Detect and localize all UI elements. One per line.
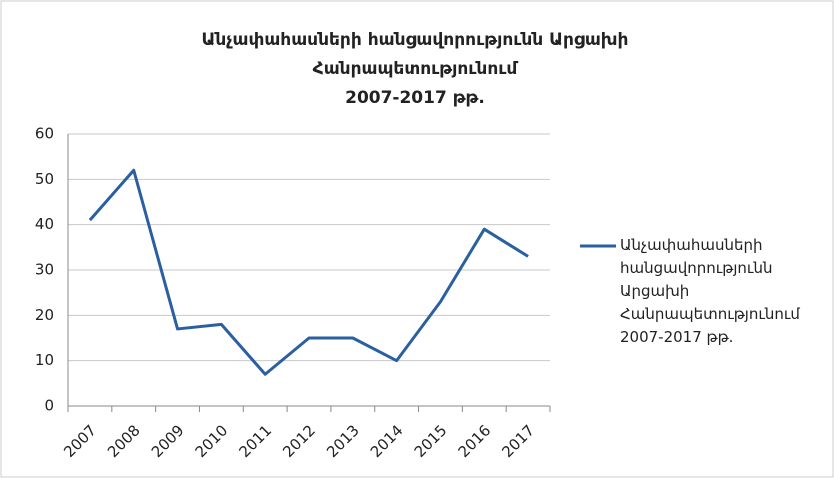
y-tick-label: 40 — [35, 215, 54, 233]
y-tick-label: 30 — [35, 261, 54, 279]
y-tick-label: 20 — [35, 306, 54, 324]
y-tick-label: 10 — [35, 351, 54, 369]
chart-title: 2007-2017 թթ. — [345, 88, 485, 108]
y-tick-label: 50 — [35, 170, 54, 188]
chart-title: Հանրապետությունում — [313, 59, 519, 79]
legend-label: Անչափահասների հանցավորությունն Արցախի Հա… — [620, 236, 800, 346]
chart-title: Անչափահասների հանցավորությունն Արցախի — [202, 30, 629, 50]
y-tick-label: 60 — [35, 125, 54, 143]
series-line — [88, 168, 529, 376]
y-tick-label: 0 — [44, 397, 54, 415]
